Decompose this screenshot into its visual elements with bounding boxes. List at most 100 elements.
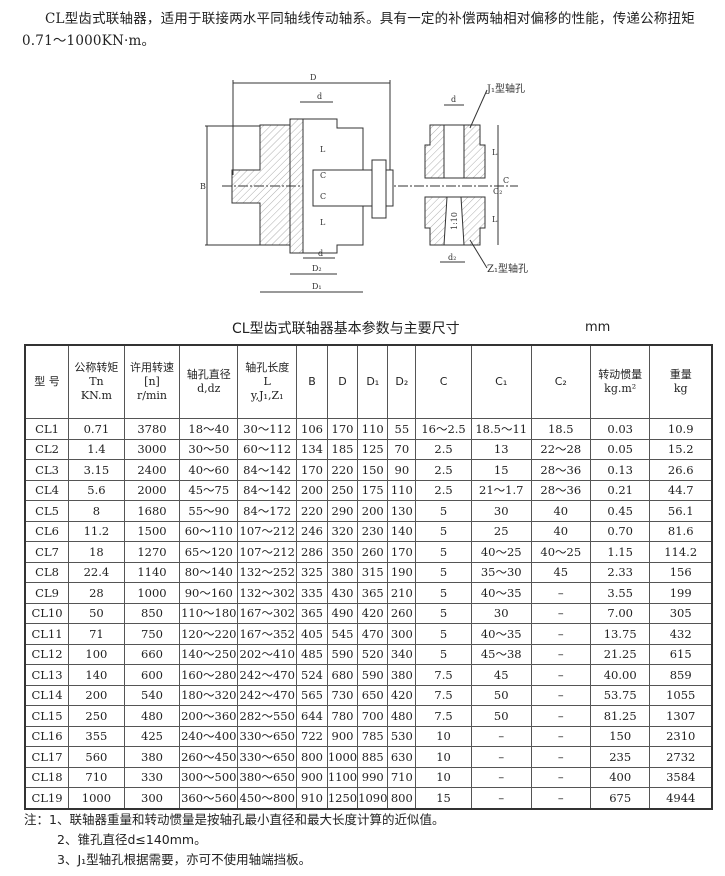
table-cell: 520 <box>357 643 389 665</box>
table-cell: – <box>530 664 591 686</box>
table-cell: 2732 <box>649 746 713 768</box>
header-line: Tn <box>89 375 104 388</box>
table-cell: 7.5 <box>415 684 472 706</box>
table-cell: 55～90 <box>179 500 239 522</box>
svg-text:L: L <box>320 145 326 154</box>
table-row: CL6 11.2 1500 60～110 107～212 246 320 230 140 5 25 4… <box>24 520 713 542</box>
table-cell: 680 <box>326 664 359 686</box>
table-cell: 524 <box>296 664 328 686</box>
table-cell: 480 <box>387 705 417 727</box>
table-cell: 260 <box>387 602 417 624</box>
table-cell: 330～650 <box>237 746 298 768</box>
table-cell: 84～142 <box>237 479 298 501</box>
table-cell: – <box>470 766 532 788</box>
table-cell: 420 <box>387 684 417 706</box>
table-cell: 365 <box>296 602 328 624</box>
table-cell: 167～352 <box>237 623 298 645</box>
table-cell: 235 <box>589 746 651 768</box>
header-line: B <box>308 375 316 388</box>
table-cell: 5 <box>415 520 472 542</box>
note-2: 2、锥孔直径d≤140mm。 <box>57 832 207 847</box>
table-cell: 40 <box>530 500 591 522</box>
table-cell: 780 <box>326 705 359 727</box>
table-cell: 160～280 <box>179 664 239 686</box>
table-cell: 60～112 <box>237 438 298 460</box>
intro-paragraph: CL型齿式联轴器，适用于联接两水平同轴线传动轴系。具有一定的补偿两轴相对偏移的性… <box>22 11 695 49</box>
table-cell: 1100 <box>326 766 359 788</box>
table-cell: CL4 <box>24 479 70 501</box>
table-cell: 710 <box>68 766 125 788</box>
table-row: CL5 8 1680 55～90 84～172 220 290 200 130 5 30 40 0.45… <box>24 500 713 522</box>
table-cell: 675 <box>589 787 651 809</box>
table-cell: 1.15 <box>589 541 651 563</box>
header-line: C₂ <box>554 375 567 388</box>
table-cell: 15 <box>470 459 532 481</box>
table-cell: 0.21 <box>589 479 651 501</box>
table-cell: – <box>530 746 591 768</box>
table-cell: 11.2 <box>68 520 125 542</box>
table-cell: 81.25 <box>589 705 651 727</box>
table-cell: 365 <box>357 582 389 604</box>
table-cell: 45～75 <box>179 479 239 501</box>
table-cell: 84～142 <box>237 459 298 481</box>
table-cell: 240～400 <box>179 725 239 747</box>
table-cell: 0.03 <box>589 418 651 440</box>
table-cell: 260 <box>357 541 389 563</box>
table-row: CL8 22.4 1140 80～140 132～252 325 380 315 190 5 35～… <box>24 561 713 583</box>
table-cell: 7.5 <box>415 705 472 727</box>
table-cell: 785 <box>357 725 389 747</box>
table-cell: 140～250 <box>179 643 239 665</box>
table-cell: 540 <box>123 684 181 706</box>
table-cell: 110 <box>357 418 389 440</box>
table-title: CL型齿式联轴器基本参数与主要尺寸 <box>232 321 460 337</box>
table-cell: 50 <box>68 602 125 624</box>
table-cell: 644 <box>296 705 328 727</box>
column-header: D <box>326 344 359 419</box>
svg-text:L: L <box>492 215 498 224</box>
table-cell: 18.5 <box>530 418 591 440</box>
table-cell: 18 <box>68 541 125 563</box>
table-cell: CL8 <box>24 561 70 583</box>
table-cell: CL13 <box>24 664 70 686</box>
table-cell: 355 <box>68 725 125 747</box>
table-cell: 722 <box>296 725 328 747</box>
table-cell: CL15 <box>24 705 70 727</box>
table-cell: – <box>470 725 532 747</box>
table-cell: CL2 <box>24 438 70 460</box>
svg-text:D₂: D₂ <box>312 264 322 273</box>
header-line: d,dz <box>197 382 221 395</box>
table-cell: 910 <box>296 787 328 809</box>
table-cell: 5 <box>415 643 472 665</box>
table-cell: 84～172 <box>237 500 298 522</box>
table-cell: 320 <box>326 520 359 542</box>
svg-text:d: d <box>317 92 322 101</box>
table-cell: 45 <box>530 561 591 583</box>
table-cell: 3000 <box>123 438 181 460</box>
table-cell: 0.13 <box>589 459 651 481</box>
header-line: L <box>263 375 271 388</box>
header-line: 轴孔直径 <box>186 368 231 381</box>
table-cell: 10 <box>415 766 472 788</box>
table-cell: 750 <box>123 623 181 645</box>
table-cell: – <box>530 623 591 645</box>
table-row: CL4 5.6 2000 45～75 84～142 200 250 175 110 2.5 21～1… <box>24 479 713 501</box>
table-cell: 5.6 <box>68 479 125 501</box>
table-cell: 590 <box>357 664 389 686</box>
table-cell: 305 <box>649 602 713 624</box>
table-cell: 40～25 <box>530 541 591 563</box>
column-header: 许用转速 [n] r/min <box>123 344 181 419</box>
table-cell: 70 <box>387 438 417 460</box>
table-cell: 315 <box>357 561 389 583</box>
table-cell: CL5 <box>24 500 70 522</box>
table-cell: 107～212 <box>237 520 298 542</box>
table-cell: CL11 <box>24 623 70 645</box>
note-1: 注：1、联轴器重量和转动惯量是按轴孔最小直径和最大长度计算的近似值。 <box>24 812 445 827</box>
column-header: B <box>296 344 328 419</box>
table-cell: 230 <box>357 520 389 542</box>
column-header: 型 号 <box>24 344 70 419</box>
header-line: D <box>338 375 347 388</box>
table-cell: 250 <box>326 479 359 501</box>
table-cell: CL3 <box>24 459 70 481</box>
svg-text:B: B <box>200 182 206 191</box>
table-cell: 290 <box>326 500 359 522</box>
